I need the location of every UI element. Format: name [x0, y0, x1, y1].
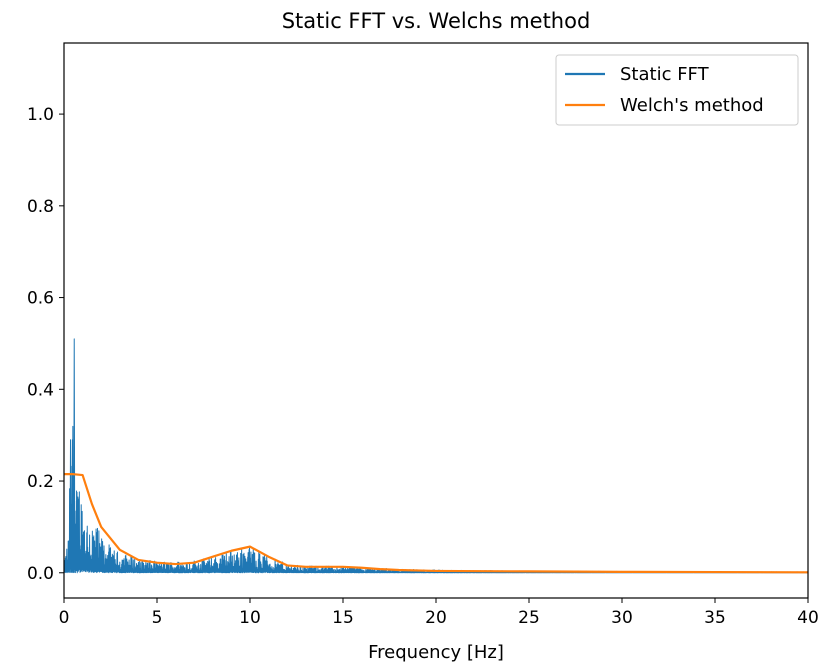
x-tick-label: 25: [518, 608, 540, 628]
x-tick-label: 15: [332, 608, 354, 628]
y-tick-label: 1.0: [27, 105, 54, 125]
y-tick-label: 0.2: [27, 472, 54, 492]
x-tick-label: 20: [425, 608, 447, 628]
x-axis-label: Frequency [Hz]: [368, 642, 504, 663]
series-layer: [64, 338, 808, 574]
y-tick-label: 0.6: [27, 289, 54, 309]
legend-label: Welch's method: [620, 95, 764, 116]
x-tick-label: 0: [59, 608, 70, 628]
series-welch-line: [64, 473, 808, 574]
chart-title: Static FFT vs. Welchs method: [282, 9, 591, 33]
y-axis-ticks: 0.0 0.2 0.4 0.6 0.8 1.0: [27, 105, 64, 584]
x-tick-label: 35: [704, 608, 726, 628]
x-tick-label: 10: [239, 608, 261, 628]
y-tick-label: 0.4: [27, 380, 54, 400]
x-tick-label: 30: [611, 608, 633, 628]
legend: Static FFT Welch's method: [555, 54, 799, 126]
x-tick-label: 40: [797, 608, 819, 628]
legend-box: [555, 54, 799, 126]
x-tick-label: 5: [152, 608, 163, 628]
x-axis-ticks: 0 5 10 15 20 25 30 35 40: [59, 598, 819, 628]
y-tick-label: 0.0: [27, 564, 54, 584]
y-tick-label: 0.8: [27, 197, 54, 217]
legend-label: Static FFT: [620, 64, 710, 85]
